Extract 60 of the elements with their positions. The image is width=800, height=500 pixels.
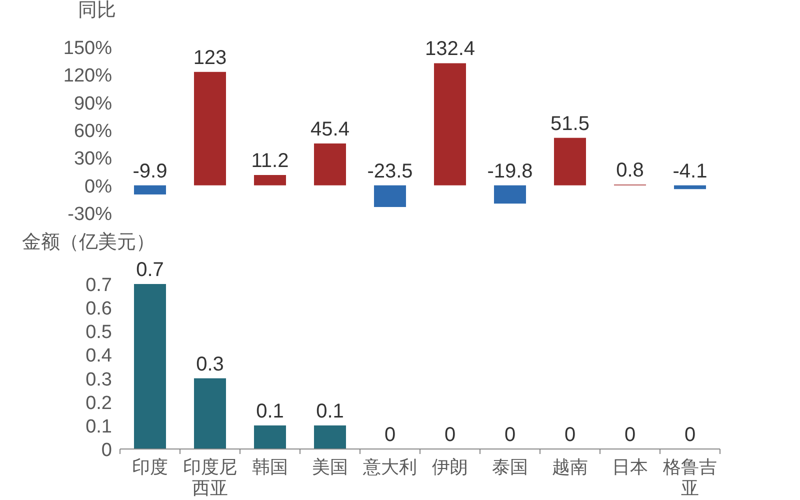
- x-tick-label: 韩国: [252, 457, 288, 477]
- x-tick-label: 印度: [132, 457, 168, 477]
- y-tick-label: 0.5: [86, 322, 112, 344]
- x-tick-label: 印度尼西亚: [183, 457, 237, 498]
- data-label: 0.3: [196, 353, 224, 376]
- bar: [314, 425, 346, 449]
- y-axis-title: 同比: [78, 0, 116, 21]
- data-label: 0.1: [256, 400, 284, 422]
- data-label: 123: [193, 46, 227, 69]
- y-tick-label: 0: [101, 440, 112, 461]
- data-label: -19.8: [487, 160, 533, 182]
- y-tick-label: 0.7: [86, 275, 112, 296]
- data-label: 0: [384, 424, 396, 446]
- data-label: 0.7: [136, 259, 164, 281]
- data-label: 0.1: [316, 400, 344, 422]
- y-tick-label: 0.1: [86, 416, 112, 438]
- bar: [674, 185, 706, 190]
- data-label: 45.4: [310, 118, 350, 140]
- y-tick-label: 0%: [84, 176, 112, 198]
- y-tick-label: 0.6: [86, 298, 112, 320]
- data-label: -4.1: [672, 160, 708, 182]
- bar: [254, 175, 286, 186]
- bar: [134, 284, 166, 449]
- y-tick-label: 90%: [74, 93, 112, 114]
- data-label: 51.5: [550, 112, 590, 135]
- y-tick-label: 0.3: [86, 369, 112, 390]
- y-tick-label: 150%: [63, 38, 112, 59]
- bar: [374, 185, 406, 208]
- x-tick-label: 意大利: [362, 457, 417, 477]
- y-tick-label: -30%: [68, 204, 112, 225]
- bar: [494, 185, 526, 204]
- data-label: 0: [504, 424, 516, 446]
- x-tick-label: 格鲁吉亚: [662, 457, 717, 498]
- data-label: -23.5: [367, 160, 413, 182]
- y-tick-label: 30%: [74, 148, 112, 170]
- data-label: -9.9: [132, 160, 168, 182]
- data-label: 0: [564, 424, 576, 446]
- y-tick-label: 120%: [63, 66, 112, 87]
- bar: [434, 63, 466, 186]
- y-tick-label: 0.2: [86, 392, 112, 414]
- data-label: 0: [624, 424, 636, 446]
- bar: [554, 138, 586, 186]
- data-label: 0: [444, 424, 456, 446]
- data-label: 11.2: [251, 150, 289, 172]
- data-label: 0.8: [616, 160, 644, 182]
- bar: [314, 143, 346, 186]
- x-tick-label: 日本: [612, 457, 648, 477]
- y-axis-title: 金额（亿美元）: [22, 231, 155, 253]
- y-tick-label: 0.4: [86, 346, 112, 367]
- data-label: 132.4: [424, 38, 476, 60]
- x-tick-label: 美国: [312, 457, 348, 477]
- bar: [134, 185, 166, 194]
- x-tick-label: 伊朗: [432, 457, 468, 477]
- y-tick-label: 60%: [74, 121, 112, 142]
- bar: [194, 72, 226, 186]
- bar: [194, 378, 226, 449]
- bar: [254, 425, 286, 449]
- x-tick-label: 泰国: [492, 457, 528, 477]
- data-label: 0: [684, 424, 696, 446]
- x-tick-label: 越南: [552, 457, 588, 477]
